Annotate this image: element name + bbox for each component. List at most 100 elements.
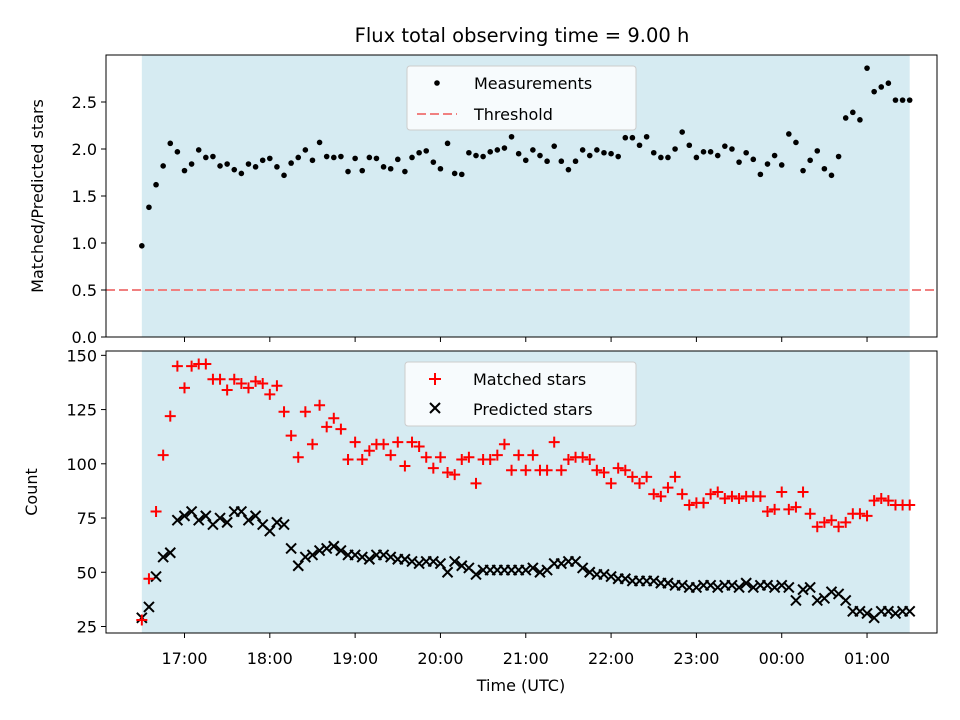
y-tick-label: 125 [66, 401, 97, 420]
matched-star-point [463, 451, 475, 463]
predicted-star-point [527, 562, 539, 574]
predicted-star-point [761, 579, 774, 591]
legend-matched-label: Matched stars [473, 370, 586, 389]
predicted-star-point [889, 607, 902, 620]
measurement-point [451, 170, 458, 177]
y-tick-label: 0.5 [72, 281, 97, 300]
measurement-point [693, 154, 700, 161]
measurement-point [345, 168, 351, 175]
measurement-point [487, 149, 494, 155]
measurement-point [338, 153, 344, 160]
matched-star-point [733, 493, 745, 505]
predicted-star-point [747, 581, 759, 594]
predicted-star-point [704, 579, 717, 591]
predicted-star-point [214, 512, 226, 524]
measurement-point [160, 163, 166, 169]
matched-star-point [506, 464, 518, 476]
measurement-point [629, 134, 636, 141]
measurement-point [608, 150, 614, 157]
measurement-point [586, 152, 593, 159]
predicted-star-point [328, 540, 340, 552]
matched-star-point [840, 516, 852, 528]
x-tick-label: 19:00 [332, 649, 378, 668]
x-tick-label: 01:00 [844, 649, 890, 668]
matched-star-point [676, 488, 688, 500]
matched-star-point [427, 462, 439, 474]
matched-star-point [214, 373, 226, 385]
bottom-y-axis-label: Count [22, 468, 41, 516]
matched-star-point [598, 466, 610, 478]
chart-title: Flux total observing time = 9.00 h [355, 24, 690, 47]
measurement-point [764, 161, 771, 167]
measurement-point [231, 166, 238, 173]
matched-star-point [378, 438, 390, 450]
matched-star-point [470, 477, 482, 489]
measurement-point [416, 149, 422, 156]
measurement-point [743, 149, 749, 156]
predicted-star-point [456, 560, 468, 572]
measurement-point [871, 88, 877, 95]
matched-star-point [762, 506, 774, 518]
matched-star-point [335, 423, 347, 435]
measurement-point [601, 149, 607, 156]
measurement-point [437, 165, 444, 172]
y-tick-label: 1.5 [72, 187, 97, 206]
predicted-star-point [171, 514, 184, 526]
measurement-point [466, 149, 472, 156]
matched-star-point [527, 449, 539, 461]
measurement-point [238, 170, 245, 177]
measurement-point [650, 149, 657, 156]
measurement-point [203, 154, 209, 161]
matched-star-point [797, 486, 809, 498]
measurement-point [423, 148, 430, 154]
measurement-point [594, 147, 600, 153]
matched-star-point [413, 440, 425, 452]
measurement-point [722, 143, 728, 149]
x-tick-label: 22:00 [588, 649, 634, 668]
measurement-point [146, 204, 152, 211]
predicted-star-point [164, 547, 176, 559]
measurement-point [267, 155, 273, 162]
y-tick-label: 150 [66, 346, 97, 365]
legend-predicted-label: Predicted stars [473, 400, 593, 419]
measurement-point [736, 159, 742, 165]
matched-star-point [591, 464, 603, 476]
measurement-point [139, 243, 145, 249]
predicted-star-point [356, 551, 368, 563]
bottom-panel: 25 50 75 100 125 150 17:00 18:00 19:00 20:00 21:0… [22, 346, 938, 668]
predicted-star-point [363, 553, 376, 565]
measurement-point [878, 84, 885, 90]
predicted-star-points [136, 505, 916, 624]
predicted-star-point [441, 566, 454, 578]
y-tick-label: 0.0 [72, 328, 97, 347]
measurement-point [508, 133, 515, 140]
measurement-point [750, 156, 757, 163]
predicted-star-point [825, 586, 838, 598]
predicted-star-point [427, 555, 440, 568]
predicted-star-point [740, 577, 752, 589]
matched-star-point [513, 449, 525, 461]
measurement-point [153, 181, 159, 188]
predicted-star-point [768, 581, 781, 594]
y-tick-label: 2.0 [72, 140, 97, 159]
matched-star-point [292, 451, 304, 463]
measurement-point [259, 157, 266, 164]
top-axes-frame [105, 54, 938, 338]
measurement-point [309, 157, 316, 164]
predicted-star-point [399, 553, 411, 565]
matched-star-point [314, 399, 326, 411]
matched-star-point [712, 486, 724, 498]
matched-star-point [719, 493, 731, 505]
predicted-star-point [406, 555, 418, 568]
predicted-star-point [221, 516, 233, 529]
predicted-star-point [193, 514, 205, 526]
matched-star-point [420, 451, 432, 463]
x-tick-label: 18:00 [247, 649, 293, 668]
matched-star-point [157, 449, 169, 461]
bottom-legend: Matched stars Predicted stars [404, 361, 637, 427]
matched-star-point [548, 436, 560, 448]
matched-star-point [776, 486, 788, 498]
matched-star-point [541, 464, 553, 476]
measurement-point [757, 171, 764, 178]
